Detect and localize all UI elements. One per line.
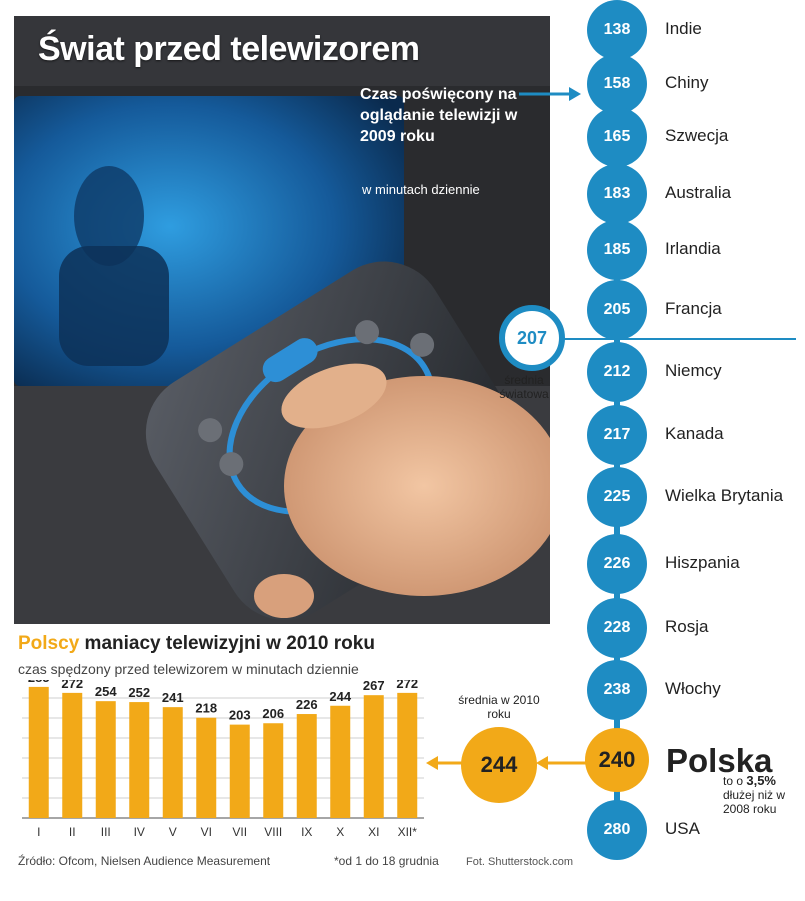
tv-remote-photo [14,16,550,624]
bar-value-label: 226 [296,697,318,712]
world-average-badge: 207 [499,305,565,371]
x-tick-label: XI [368,825,379,839]
world-average-label: średnia światowa [499,373,549,401]
x-tick-label: III [101,825,111,839]
bar [263,723,284,818]
x-tick-label: VI [201,825,212,839]
country-name: Irlandia [665,239,721,258]
title-rest: maniacy telewizyjni w 2010 roku [79,633,375,654]
x-tick-label: IX [301,825,312,839]
bar [62,692,83,818]
avg-2010-badge: 244 [461,727,537,803]
bar [229,724,250,818]
country-value-badge: 158 [587,54,647,114]
bar-value-label: 241 [162,690,184,705]
monthly-chart-title: Polscy maniacy telewizyjni w 2010 roku [18,633,375,655]
x-tick-label: I [37,825,40,839]
country-name: Szwecja [665,126,729,145]
bar-value-label: 285 [28,680,50,685]
bar [196,717,217,818]
unit-note: w minutach dziennie [362,182,480,197]
x-tick-label: X [336,825,344,839]
country-name: Włochy [665,679,721,698]
bar-value-label: 244 [329,689,351,704]
country-name: Australia [665,183,732,202]
x-tick-label: VII [232,825,247,839]
poland-note-suffix: dłużej niż w 2008 roku [723,788,786,816]
poland-note-percent: 3,5% [746,773,776,788]
country-value-badge: 185 [587,220,647,280]
x-tick-label: IV [134,825,145,839]
monthly-bar-chart: 285 I 272 II 254 III 252 IV 241 V 218 VI 203 VII 206 VI… [22,680,424,839]
avg-2010-label: średnia w 2010 roku [458,693,540,721]
country-value-badge: 228 [587,598,647,658]
country-name: Niemcy [665,361,722,380]
country-value-badge: 240 [585,728,649,792]
x-tick-label: XII* [398,825,418,839]
bar [330,705,351,818]
arrow-right-icon [519,87,581,101]
bar [95,701,116,818]
country-name: Hiszpania [665,553,740,572]
source-note: Źródło: Ofcom, Nielsen Audience Measurem… [18,854,271,868]
intro-text: Czas poświęcony na oglądanie telewizji w… [360,86,518,145]
country-name: Rosja [665,617,709,636]
country-value-badge: 138 [587,0,647,60]
photo-illustration [14,16,550,624]
bar [162,707,183,818]
x-tick-label: V [169,825,177,839]
bar-value-label: 272 [61,680,83,691]
country-value-badge: 217 [587,405,647,465]
page-title: Świat przed telewizorem [38,30,420,68]
country-value-badge: 225 [587,467,647,527]
country-name: Kanada [665,424,724,443]
country-value-badge: 238 [587,660,647,720]
country-value-badge: 205 [587,280,647,340]
bar-value-label: 203 [229,708,251,723]
country-value-badge: 183 [587,164,647,224]
arrow-left-icon [426,756,462,770]
bar [296,714,317,818]
country-value-badge: 212 [587,342,647,402]
bar-value-label: 218 [195,701,217,716]
monthly-chart-subtitle: czas spędzony przed telewizorem w minuta… [18,661,359,677]
poland-note: to o 3,5% dłużej niż w 2008 roku [723,773,795,817]
x-tick-label: II [69,825,76,839]
country-value-badge: 226 [587,534,647,594]
photo-credit: Fot. Shutterstock.com [466,856,573,868]
bar [28,686,49,818]
country-name: Francja [665,299,722,318]
bar-value-label: 252 [128,685,150,700]
footnote: *od 1 do 18 grudnia [334,854,439,868]
country-value-badge: 165 [587,107,647,167]
title-highlight: Polscy [18,633,80,654]
x-tick-label: VIII [264,825,282,839]
poland-label: Polska [666,742,773,779]
bar [129,702,150,818]
country-name: Indie [665,19,702,38]
country-name: USA [665,819,700,838]
country-value-badge: 280 [587,800,647,860]
country-name: Wielka Brytania [665,486,784,505]
country-name: Chiny [665,73,709,92]
bar [397,692,418,818]
bar-value-label: 267 [363,680,385,693]
world-average-line [556,338,796,340]
bar-value-label: 272 [396,680,418,691]
poland-note-prefix: to o [723,774,747,788]
bar-value-label: 254 [95,684,117,699]
bar-value-label: 206 [262,706,284,721]
arrow-left-icon [536,756,588,770]
bar [363,695,384,818]
